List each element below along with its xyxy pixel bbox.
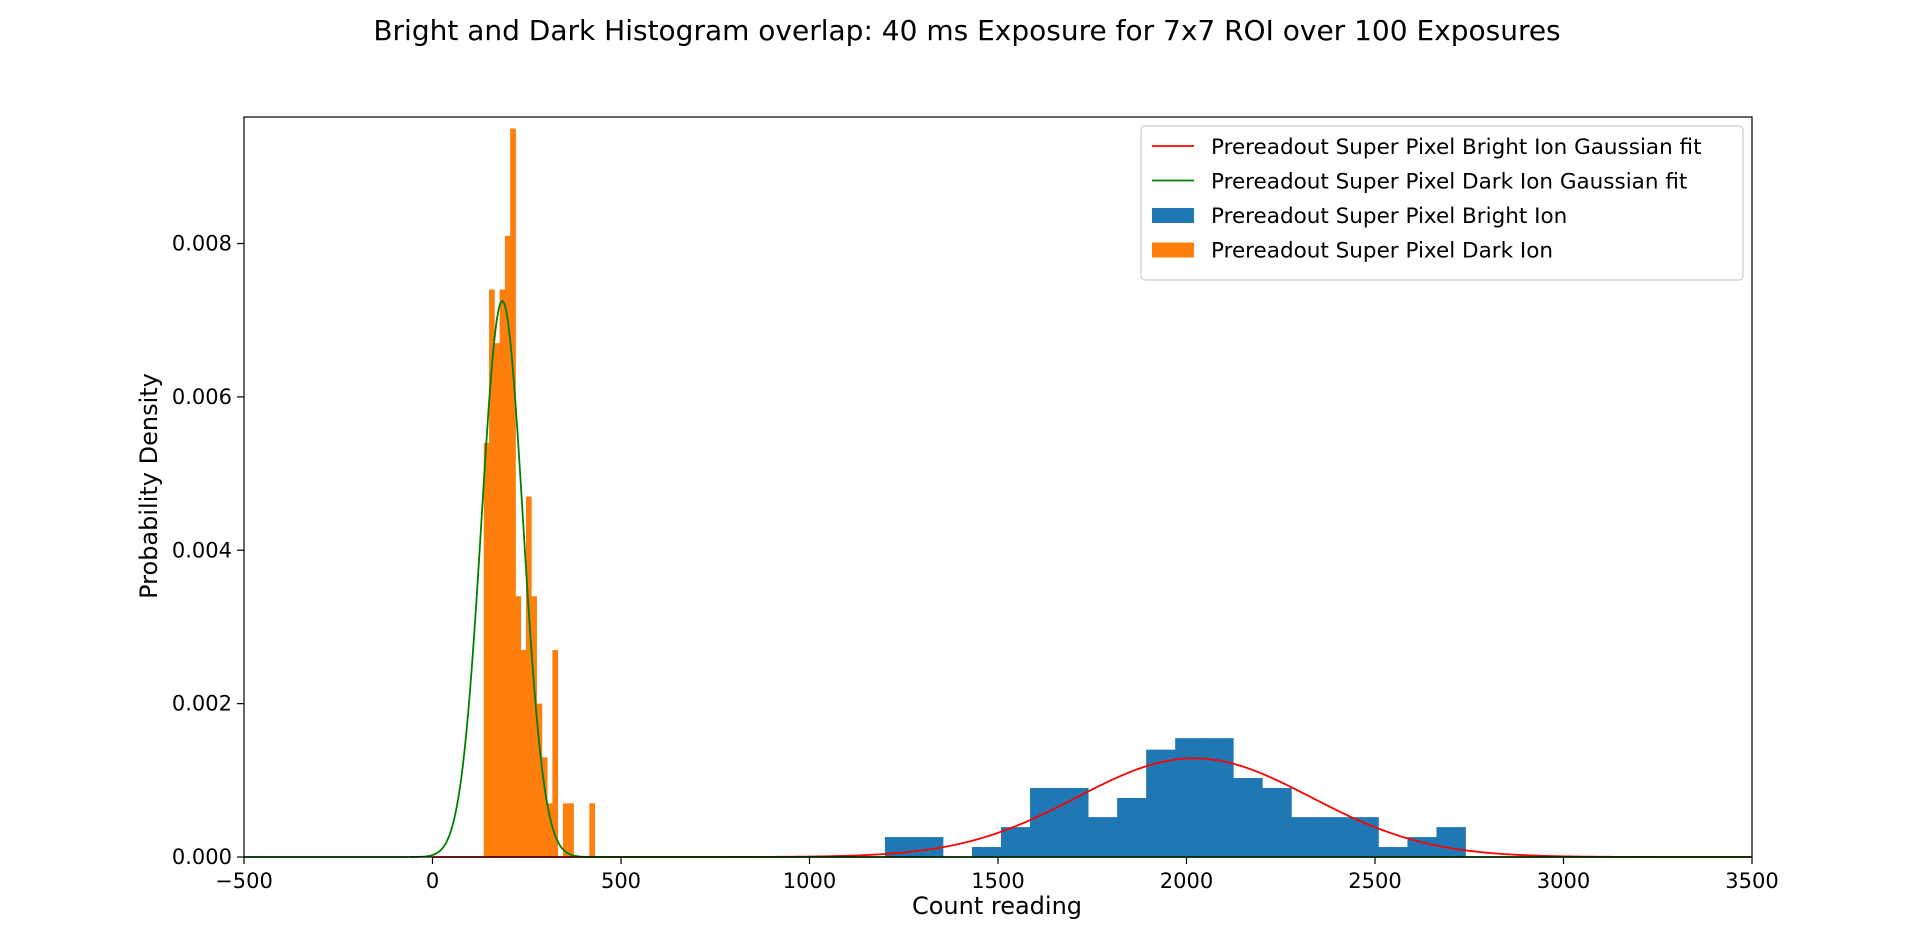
bright-ion-bar: [1001, 827, 1031, 857]
dark-ion-bar: [589, 803, 596, 857]
bright-ion-bar: [1291, 817, 1321, 857]
dark-ion-bar: [520, 649, 527, 857]
x-axis-label: Count reading: [912, 892, 1082, 920]
x-axis: −500 0 500 1000 1500 2000 2500 3000 3500: [215, 857, 1779, 893]
dark-ion-bar: [499, 289, 506, 858]
x-tick-label: 2500: [1348, 869, 1401, 893]
x-tick-label: 3000: [1537, 869, 1590, 893]
dark-ion-bar: [562, 803, 569, 857]
dark-ion-bar: [510, 128, 516, 858]
y-tick-label: 0.008: [172, 232, 232, 256]
bright-ion-bar: [1378, 847, 1408, 857]
bright-ion-bar: [1204, 738, 1234, 857]
legend-label-prereadout-super-pixel-dark-ion: Prereadout Super Pixel Dark Ion: [1211, 239, 1553, 264]
dark-ion-bar: [568, 803, 574, 857]
bright-ion-bar: [1436, 827, 1466, 857]
x-tick-label: 3500: [1725, 869, 1778, 893]
dark-ion-bar: [531, 596, 537, 857]
legend-label-prereadout-super-pixel-dark-ion-gaussian-fit: Prereadout Super Pixel Dark Ion Gaussian…: [1211, 170, 1687, 195]
bright-ion-bar: [1349, 817, 1379, 857]
bright-ion-bar: [1233, 778, 1263, 857]
chart-title: Bright and Dark Histogram overlap: 40 ms…: [373, 14, 1560, 47]
dark-ion-bar: [504, 235, 511, 857]
dark-ion-bar: [536, 703, 543, 857]
dark-ion-bar: [494, 343, 501, 857]
y-tick-label: 0.002: [172, 692, 232, 716]
dark-ion-bar: [552, 649, 559, 857]
legend-label-prereadout-super-pixel-bright-ion-gaussian-fit: Prereadout Super Pixel Bright Ion Gaussi…: [1211, 135, 1702, 160]
x-tick-label: 1500: [971, 869, 1024, 893]
bright-ion-bar: [1407, 837, 1437, 857]
dark-ion-bar: [515, 596, 522, 857]
bright-ion-bar: [1146, 749, 1176, 857]
dark-ion-histogram: [483, 128, 596, 858]
x-tick-label: 0: [426, 869, 439, 893]
legend-swatch-prereadout-super-pixel-bright-ion: [1152, 208, 1194, 223]
dark-ion-bar: [525, 496, 532, 857]
bright-ion-bar: [1030, 787, 1060, 857]
bright-ion-bar: [1320, 817, 1350, 857]
y-axis-label: Probability Density: [135, 373, 163, 599]
bright-ion-bar: [1088, 817, 1118, 857]
y-axis: 0.000 0.002 0.004 0.006 0.008: [172, 232, 244, 869]
dark-ion-bar: [489, 289, 495, 858]
dark-ion-bar: [541, 757, 548, 857]
dark-ion-bar: [483, 442, 490, 857]
bright-ion-bar: [913, 837, 944, 857]
bright-ion-bar: [1262, 787, 1292, 857]
legend-label-prereadout-super-pixel-bright-ion: Prereadout Super Pixel Bright Ion: [1211, 204, 1567, 229]
legend-swatch-prereadout-super-pixel-dark-ion: [1152, 242, 1194, 258]
x-tick-label: 1000: [783, 869, 836, 893]
dark-ion-gaussian-fit-line: [244, 299, 1752, 858]
bright-ion-histogram: [884, 738, 1466, 857]
plot-area: [244, 128, 1752, 858]
y-tick-label: 0.000: [172, 845, 232, 869]
y-tick-label: 0.004: [172, 538, 232, 562]
x-tick-label: −500: [215, 869, 273, 893]
x-tick-label: 500: [601, 869, 641, 893]
dark-ion-bar: [547, 803, 553, 857]
legend-box: [1140, 125, 1744, 281]
bright-ion-bar: [971, 847, 1002, 857]
bright-ion-bar: [1117, 797, 1147, 857]
x-tick-label: 2000: [1160, 869, 1213, 893]
bright-ion-bar: [1175, 738, 1205, 857]
gaussian-fit-lines: [244, 299, 1752, 858]
y-tick-label: 0.006: [172, 385, 232, 409]
legend: Prereadout Super Pixel Bright Ion Gaussi…: [1140, 125, 1744, 281]
